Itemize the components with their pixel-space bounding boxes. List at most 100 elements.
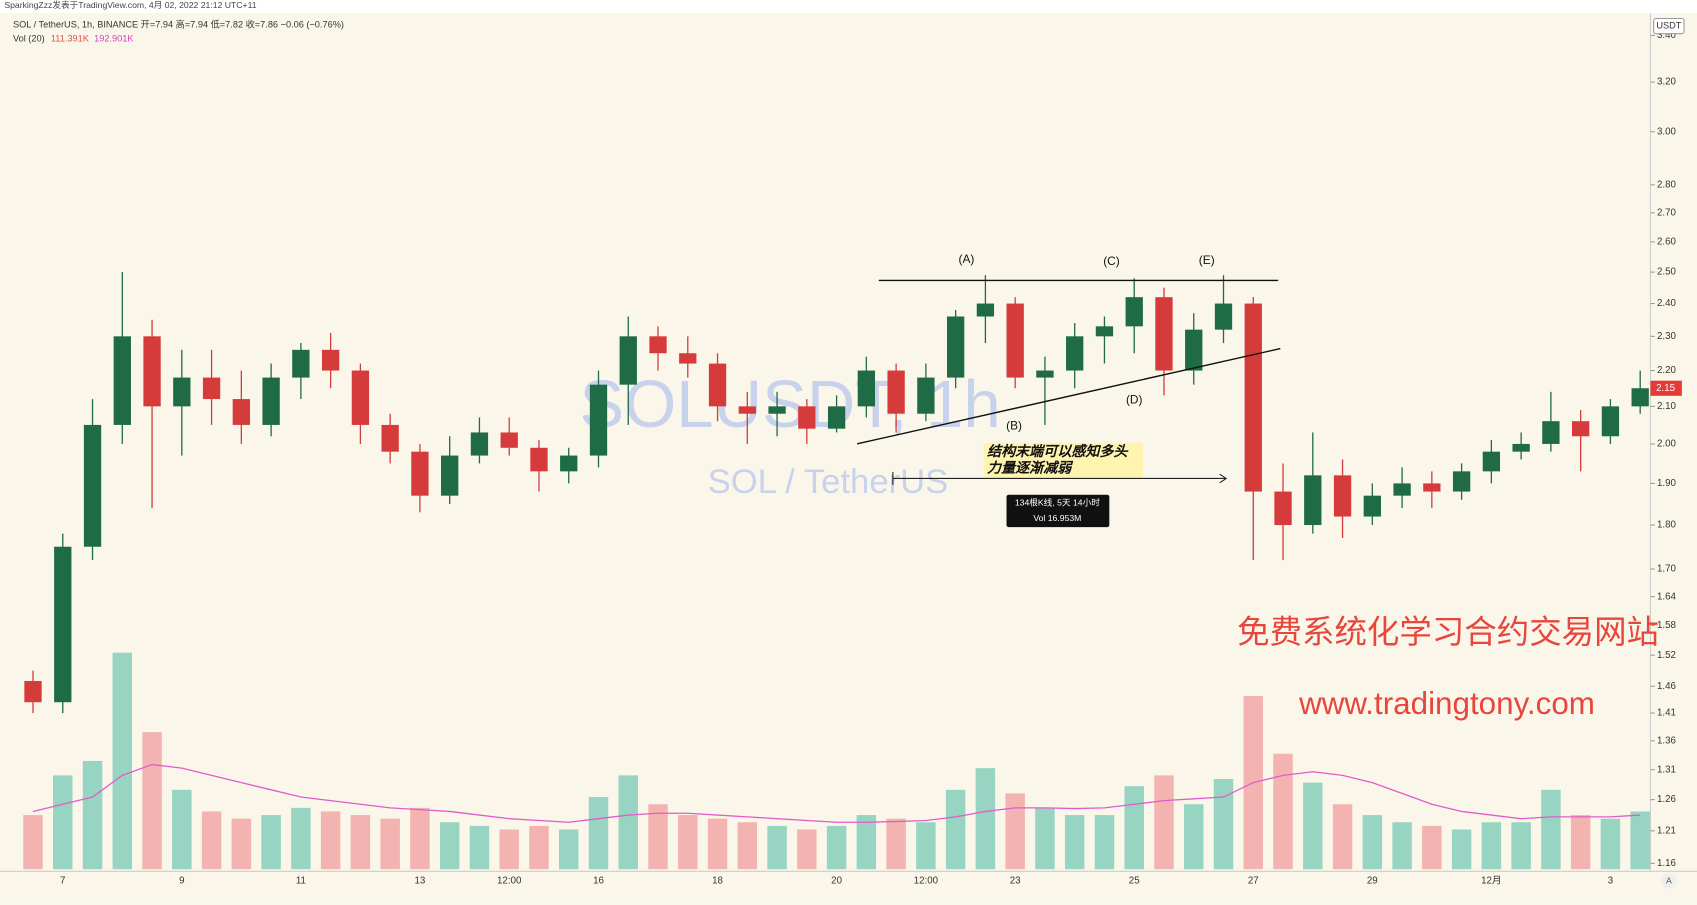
candle-body (1155, 297, 1173, 371)
volume-bar (1451, 829, 1472, 870)
candle-body (143, 336, 161, 407)
candle-body (1333, 475, 1352, 517)
x-tick-label: 12月 (1481, 875, 1502, 887)
volume-bar (737, 822, 758, 870)
x-tick-label: 12:00 (914, 876, 939, 887)
y-tick-label: 3.40 (1657, 30, 1677, 41)
candle-body (232, 399, 251, 425)
note-text: 力量逐渐减弱 (987, 459, 1073, 475)
x-tick-label: 18 (712, 876, 723, 887)
y-tick-label: 1.21 (1657, 825, 1676, 836)
volume-bar (1094, 815, 1115, 870)
y-tick-label: 2.30 (1657, 331, 1677, 342)
y-tick-label: 1.16 (1657, 858, 1676, 869)
candle-body (381, 424, 399, 452)
wave-label: (D) (1126, 393, 1143, 407)
header: SparkingZzz发表于TradingView.com, 4月 02, 20… (4, 0, 256, 10)
volume-bar (1332, 804, 1353, 870)
volume-bar (529, 825, 549, 870)
volume-bar (767, 825, 787, 870)
candle-body (500, 432, 518, 448)
y-tick-label: 1.80 (1657, 520, 1677, 531)
candle-body (738, 406, 756, 414)
volume-legend-value: 192.901K (94, 33, 134, 43)
watermark-name: SOL / TetherUS (708, 463, 949, 501)
x-tick-label: 27 (1248, 876, 1259, 887)
candle-body (1601, 406, 1620, 437)
candle-body (619, 336, 637, 385)
volume-bar (886, 818, 906, 870)
candle-body (1214, 303, 1233, 330)
volume-bar (231, 818, 252, 870)
candle-body (24, 680, 42, 703)
volume-bar (558, 829, 579, 870)
candle-body (1482, 451, 1501, 472)
candle-body (1363, 495, 1381, 517)
drawings: (A) (B) (C) (D) (E) 结构末端可以感知多头 力量逐渐减弱 13… (857, 252, 1281, 528)
y-tick-label: 3.20 (1657, 77, 1677, 88)
volume-bar (1184, 804, 1204, 870)
candle-body (1571, 421, 1590, 437)
volume-bar (410, 807, 430, 870)
candle-body (441, 455, 459, 496)
volume-bar (1541, 789, 1561, 870)
y-tick-label: 2.10 (1657, 401, 1677, 412)
x-tick-label: 23 (1010, 876, 1021, 887)
note-text: 结构末端可以感知多头 (987, 443, 1128, 459)
volume-bar (797, 829, 817, 870)
volume-bar (1273, 753, 1293, 870)
candle-body (857, 370, 876, 407)
candle-body (1274, 491, 1292, 526)
x-tick-label: 12:00 (497, 876, 522, 887)
volume-bar (23, 815, 43, 870)
candle-body (1423, 483, 1441, 492)
y-tick-label: 1.52 (1657, 650, 1676, 661)
volume-ma-line (32, 763, 1641, 823)
volume-bar (1422, 825, 1442, 870)
candle-body (530, 447, 548, 472)
volume-bar (588, 797, 609, 870)
candle-body (708, 363, 727, 407)
candle-body (321, 349, 340, 371)
candle-body (470, 432, 489, 456)
watermark-symbol: SOLUSDT, 1h (579, 367, 1000, 442)
volume-bar (439, 822, 460, 870)
volume-bar (1124, 786, 1144, 870)
volume-bar (172, 789, 192, 870)
candle-body (1066, 336, 1084, 371)
volume-bar (975, 768, 996, 870)
volume-bar (1154, 775, 1174, 870)
volume-bar (707, 818, 728, 870)
candle-body (1125, 297, 1143, 327)
y-tick-label: 1.70 (1657, 564, 1677, 575)
x-tick-label: 9 (179, 876, 184, 887)
measure-text: Vol 16.953M (1033, 513, 1081, 523)
auto-scale-button[interactable] (1661, 873, 1677, 889)
candle-body (946, 316, 965, 378)
candle-body (976, 303, 995, 317)
volume-bar (945, 789, 966, 870)
auto-scale-label[interactable]: A (1666, 875, 1672, 885)
volume-bar (648, 804, 668, 870)
candle-body (1304, 475, 1322, 526)
x-tick-label: 13 (415, 876, 426, 887)
x-tick-label: 3 (1608, 876, 1613, 887)
candle-body (54, 546, 72, 703)
header-bar (0, 0, 1697, 14)
volume-bar (499, 829, 519, 870)
last-price-label: 2.15 (1656, 383, 1675, 394)
currency-box (1653, 17, 1685, 35)
candle-body (202, 377, 221, 400)
volume-bar (1035, 807, 1055, 870)
volume-legend-name: Vol (20) (13, 33, 45, 43)
y-tick-label: 1.31 (1657, 764, 1676, 775)
x-tick-label: 11 (296, 876, 306, 887)
y-tick-label: 2.80 (1657, 179, 1677, 190)
candle-body (1542, 421, 1560, 444)
volume-bar (320, 811, 341, 870)
y-tick-label: 1.90 (1657, 478, 1677, 489)
candle-body (887, 370, 905, 414)
y-tick-label: 2.70 (1657, 207, 1677, 218)
volume-bar (1064, 815, 1085, 870)
